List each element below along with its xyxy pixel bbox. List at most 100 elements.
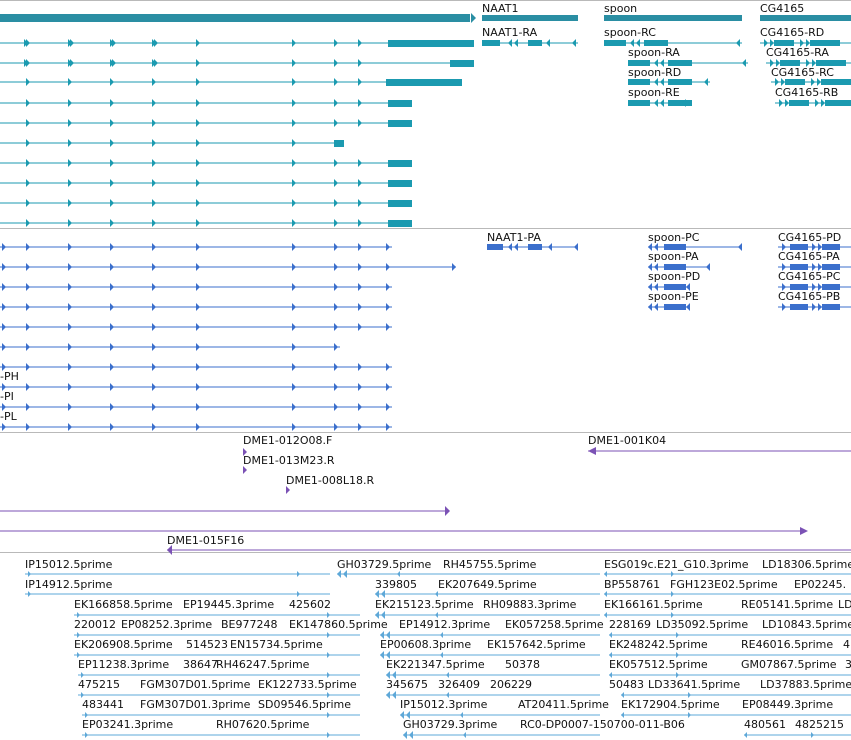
est-label[interactable]: FGH123E02.5prime [670, 578, 778, 591]
est-label[interactable]: GH03729.5prime [337, 558, 432, 571]
protein-label[interactable]: spoon-PE [648, 290, 699, 303]
strand-arrow [334, 263, 338, 271]
est-label[interactable]: GH03729.3prime [403, 718, 498, 731]
est-label[interactable]: 3 [845, 658, 851, 671]
protein-label[interactable]: -PH [0, 370, 19, 383]
est-label[interactable]: EK248242.5prime [609, 638, 708, 651]
est-label[interactable]: EK057512.5prime [609, 658, 708, 671]
est-label[interactable]: IP14912.5prime [25, 578, 113, 591]
est-label[interactable]: RH07620.5prime [216, 718, 310, 731]
est-label[interactable]: EK147860.5prime [289, 618, 388, 631]
exon-block [388, 200, 412, 207]
est-label[interactable]: EK221347.5prime [386, 658, 485, 671]
est-label[interactable]: 480561 [744, 718, 786, 731]
est-label[interactable]: 4825215 [795, 718, 844, 731]
clone-label[interactable]: DME1-013M23.R [243, 454, 335, 467]
est-label[interactable]: LD [838, 598, 851, 611]
est-label[interactable]: SD09546.5prime [258, 698, 351, 711]
transcript-label[interactable]: CG4165-RB [775, 86, 839, 99]
est-label[interactable]: 514523 [186, 638, 228, 651]
est-label[interactable]: EK206908.5prime [74, 638, 173, 651]
est-label[interactable]: EK057258.5prime [505, 618, 604, 631]
clone-label[interactable]: DME1-001K04 [588, 434, 667, 447]
est-label[interactable]: EK207649.5prime [438, 578, 537, 591]
est-label[interactable]: EP08449.3prime [742, 698, 834, 711]
est-label[interactable]: BP558761 [604, 578, 661, 591]
est-label[interactable]: EP19445.3prime [183, 598, 275, 611]
est-label[interactable]: 425602 [289, 598, 331, 611]
est-label[interactable]: LD35092.5prime [656, 618, 749, 631]
est-label[interactable]: EK166161.5prime [604, 598, 703, 611]
protein-label[interactable]: NAAT1-PA [487, 231, 541, 244]
est-label[interactable]: EK122733.5prime [258, 678, 357, 691]
est-label[interactable]: 50378 [505, 658, 540, 671]
est-label[interactable]: EK157642.5prime [487, 638, 586, 651]
est-label[interactable]: RH45755.5prime [443, 558, 537, 571]
est-label[interactable]: EK215123.5prime [375, 598, 474, 611]
est-label[interactable]: RE05141.5prime [741, 598, 834, 611]
est-label[interactable]: LD18306.5prime [762, 558, 851, 571]
est-label[interactable]: LD37883.5prime [760, 678, 851, 691]
clone-label[interactable]: DME1-008L18.R [286, 474, 375, 487]
protein-label[interactable]: spoon-PA [648, 250, 699, 263]
strand-arrow [26, 243, 30, 251]
est-label[interactable]: 50483 [609, 678, 644, 691]
est-label[interactable]: 228169 [609, 618, 651, 631]
est-label[interactable]: EP02245. [794, 578, 847, 591]
est-label[interactable]: ESG019c.E21_G10.3prime [604, 558, 749, 571]
est-label[interactable]: EP14912.3prime [399, 618, 491, 631]
transcript-label[interactable]: spoon-RD [628, 66, 682, 79]
est-label[interactable]: RH09883.3prime [483, 598, 577, 611]
est-label[interactable]: 4 [843, 638, 850, 651]
est-label[interactable]: 475215 [78, 678, 120, 691]
est-label[interactable]: 38647 [183, 658, 218, 671]
protein-label[interactable]: spoon-PD [648, 270, 701, 283]
est-label[interactable]: LD10843.5prime [762, 618, 851, 631]
gene-label[interactable]: spoon [604, 2, 638, 15]
est-label[interactable]: EP03241.3prime [82, 718, 174, 731]
est-label[interactable]: RE46016.5prime [741, 638, 834, 651]
protein-label[interactable]: CG4165-PD [778, 231, 842, 244]
est-label[interactable]: 206229 [490, 678, 532, 691]
strand-arrow [358, 119, 362, 127]
gene-label[interactable]: NAAT1 [482, 2, 519, 15]
est-label[interactable]: FGM307D01.5prime [140, 678, 251, 691]
strand-arrow [409, 731, 413, 739]
transcript-label[interactable]: spoon-RE [628, 86, 680, 99]
est-label[interactable]: RH46247.5prime [216, 658, 310, 671]
protein-label[interactable]: CG4165-PA [778, 250, 840, 263]
est-label[interactable]: 345675 [386, 678, 428, 691]
est-label[interactable]: EN15734.5prime [230, 638, 323, 651]
est-label[interactable]: EK172904.5prime [621, 698, 720, 711]
protein-label[interactable]: -PL [0, 410, 17, 423]
est-label[interactable]: RC0-DP0007-150700-011-B06 [520, 718, 685, 731]
transcript-label[interactable]: CG4165-RA [766, 46, 829, 59]
est-label[interactable]: AT20411.5prime [518, 698, 609, 711]
est-label[interactable]: 326409 [438, 678, 480, 691]
est-label[interactable]: BE977248 [221, 618, 278, 631]
est-label[interactable]: EP11238.3prime [78, 658, 170, 671]
est-label[interactable]: EK166858.5prime [74, 598, 173, 611]
est-label[interactable]: EP08252.3prime [121, 618, 213, 631]
est-label[interactable]: 483441 [82, 698, 124, 711]
transcript-label[interactable]: spoon-RC [604, 26, 656, 39]
est-label[interactable]: LD33641.5prime [648, 678, 741, 691]
est-label[interactable]: 339805 [375, 578, 417, 591]
transcript-label[interactable]: CG4165-RD [760, 26, 825, 39]
est-label[interactable]: IP15012.5prime [25, 558, 113, 571]
est-label[interactable]: EP00608.3prime [380, 638, 472, 651]
est-label[interactable]: IP15012.3prime [400, 698, 488, 711]
transcript-label[interactable]: CG4165-RC [771, 66, 834, 79]
clone-label[interactable]: DME1-012O08.F [243, 434, 333, 447]
gene-label[interactable]: CG4165 [760, 2, 805, 15]
protein-label[interactable]: spoon-PC [648, 231, 700, 244]
protein-label[interactable]: CG4165-PB [778, 290, 841, 303]
transcript-label[interactable]: spoon-RA [628, 46, 680, 59]
protein-label[interactable]: CG4165-PC [778, 270, 841, 283]
transcript-label[interactable]: NAAT1-RA [482, 26, 538, 39]
protein-label[interactable]: -PI [0, 390, 14, 403]
clone-label[interactable]: DME1-015F16 [167, 534, 245, 547]
est-label[interactable]: FGM307D01.3prime [140, 698, 251, 711]
est-label[interactable]: GM07867.5prime [741, 658, 837, 671]
est-label[interactable]: 220012 [74, 618, 116, 631]
